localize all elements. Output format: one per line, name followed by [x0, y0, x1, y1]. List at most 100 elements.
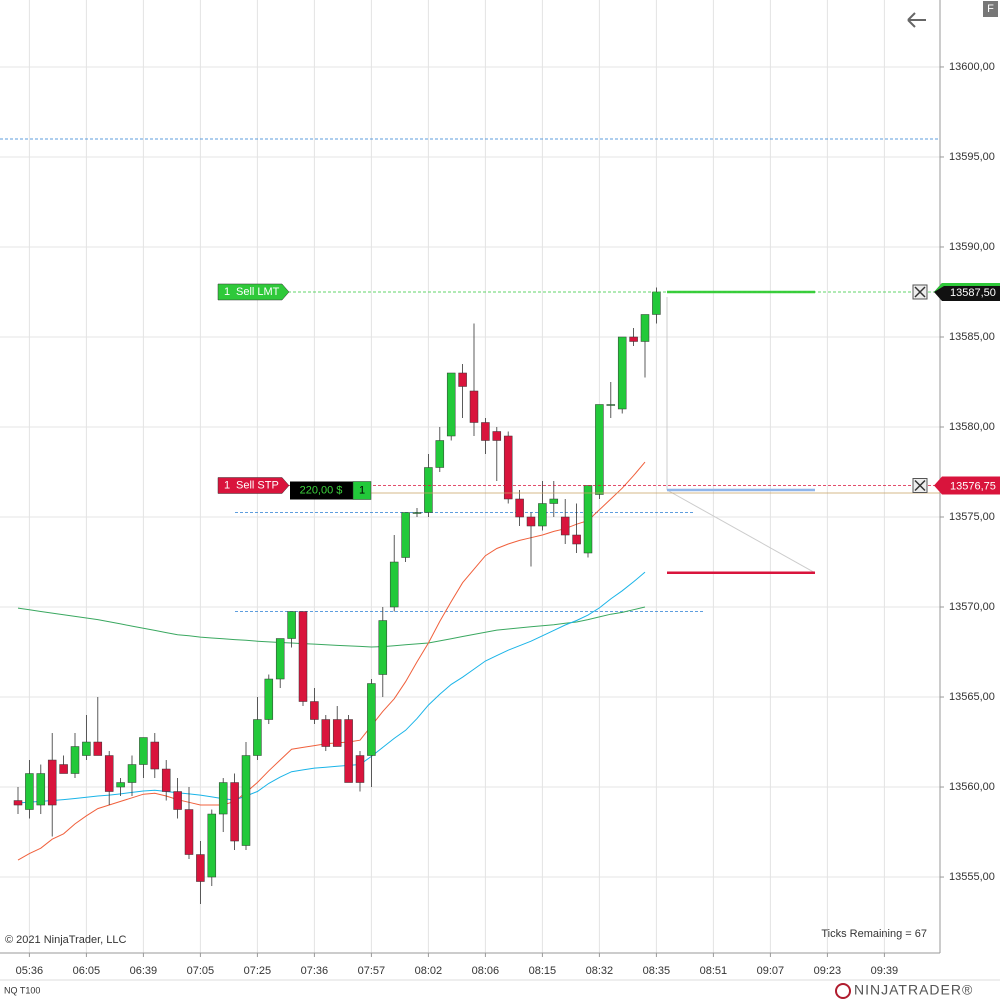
x-tick-label: 08:51	[700, 965, 728, 977]
candle-body	[275, 638, 285, 680]
candle-body	[218, 782, 228, 815]
candle-body	[150, 741, 160, 770]
candle-body	[230, 782, 239, 842]
x-tick-label: 05:36	[16, 965, 44, 977]
copyright: © 2021 NinjaTrader, LLC	[5, 934, 126, 946]
plot	[0, 138, 940, 905]
price-marker-accent	[934, 282, 1000, 292]
price-marker-label: 13587,50	[950, 287, 996, 299]
position-qty: 1	[359, 484, 365, 496]
price-marker-label: 13576,75	[950, 480, 996, 492]
logo-text: NINJATRADER®	[854, 982, 973, 998]
drawing-diagonal	[666, 489, 816, 574]
candle-body	[93, 741, 103, 756]
candle-body	[332, 719, 342, 747]
candle-body	[526, 516, 536, 527]
candle-body	[116, 782, 125, 788]
corner-button[interactable]: F	[983, 1, 998, 17]
candle-body	[401, 512, 410, 558]
candle-body	[446, 372, 456, 437]
back-arrow[interactable]	[907, 12, 926, 28]
candle-body	[640, 314, 650, 342]
x-tick-label: 06:39	[130, 965, 158, 977]
candle-body	[583, 485, 593, 554]
candle-body	[310, 701, 319, 720]
order-flag[interactable]: 1 Sell LMT	[217, 283, 290, 301]
y-tick-label: 13575,00	[949, 511, 995, 523]
order-flag-shape	[217, 477, 290, 494]
pnl-box	[290, 481, 353, 500]
candle-body	[560, 516, 570, 536]
x-tick-label: 09:07	[757, 965, 785, 977]
y-tick-label: 13565,00	[949, 691, 995, 703]
close-cross	[914, 286, 926, 298]
candle-body	[549, 498, 559, 504]
candle-body	[287, 611, 296, 639]
position-qty-box	[352, 481, 372, 500]
y-tick-label: 13595,00	[949, 151, 995, 163]
candle-body	[469, 390, 479, 423]
logo[interactable]: NINJATRADER®	[835, 982, 973, 999]
y-tick-label: 13600,00	[949, 61, 995, 73]
y-tick-label: 13570,00	[949, 601, 995, 613]
candle-body	[538, 503, 547, 527]
x-tick-label: 08:06	[472, 965, 500, 977]
candle-body	[492, 431, 502, 441]
close-cross	[914, 479, 926, 492]
overlay: 1 Sell LMT 13587,50 1 Sell STP 13576,75 220,00…	[217, 282, 1000, 575]
candle-body	[104, 755, 114, 792]
x-tick-label: 08:15	[529, 965, 557, 977]
x-tick-label: 07:25	[244, 965, 272, 977]
candle-body	[606, 404, 616, 406]
candle-body	[389, 561, 399, 608]
y-tick-label: 13585,00	[949, 331, 995, 343]
x-tick-label: 08:02	[415, 965, 443, 977]
logo-icon	[835, 983, 851, 999]
x-tick-label: 08:32	[586, 965, 614, 977]
corner-button-label: F	[987, 3, 994, 15]
candle-body	[378, 620, 388, 675]
candle-body	[59, 764, 68, 774]
x-tick-label: 07:36	[301, 965, 329, 977]
candle-body	[503, 435, 513, 500]
x-tick-label: 07:05	[187, 965, 215, 977]
y-tick-label: 13590,00	[949, 241, 995, 253]
candle-body	[481, 422, 490, 441]
candle-body	[572, 534, 581, 545]
price-marker	[934, 282, 1000, 301]
order-quantity: 1	[224, 286, 230, 298]
order-flag-shape	[217, 283, 290, 301]
x-tick-label: 08:35	[643, 965, 671, 977]
candle-body	[264, 678, 274, 720]
instrument: NQ T100	[4, 985, 40, 995]
candle-body	[344, 719, 353, 783]
order-close-button[interactable]	[912, 284, 928, 300]
order-label: Sell LMT	[236, 286, 280, 298]
candle-body	[184, 809, 194, 855]
moving-average	[17, 606, 646, 648]
x-tick-label: 09:39	[871, 965, 899, 977]
candle-body	[355, 755, 365, 783]
x-tick-label: 09:23	[814, 965, 842, 977]
candle-body	[196, 854, 205, 882]
y-tick-label: 13555,00	[949, 871, 995, 883]
candle-body	[13, 800, 23, 806]
candle-body	[127, 764, 137, 783]
candle-body	[161, 768, 171, 792]
candle-body	[515, 498, 524, 518]
candle-body	[70, 746, 80, 774]
price-marker	[934, 476, 1000, 495]
order-flag[interactable]: 1 Sell STP	[217, 477, 290, 494]
order-close-button[interactable]	[912, 478, 928, 494]
candle-body	[321, 719, 331, 747]
candle-body	[629, 336, 638, 342]
corner-button-box	[983, 1, 998, 17]
candle-body	[458, 372, 467, 387]
moving-average	[17, 571, 646, 804]
candle-body	[412, 512, 422, 514]
candle-body	[241, 755, 251, 846]
x-tick-label: 07:57	[358, 965, 386, 977]
